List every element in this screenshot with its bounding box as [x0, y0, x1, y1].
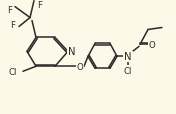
Text: O: O: [77, 62, 83, 71]
Text: F: F: [37, 1, 42, 10]
Text: Cl: Cl: [124, 66, 132, 75]
Text: N: N: [124, 52, 132, 62]
Text: N: N: [68, 47, 76, 57]
Text: O: O: [149, 41, 155, 49]
Text: F: F: [11, 21, 15, 30]
Text: Cl: Cl: [9, 67, 17, 76]
Text: F: F: [8, 6, 12, 15]
